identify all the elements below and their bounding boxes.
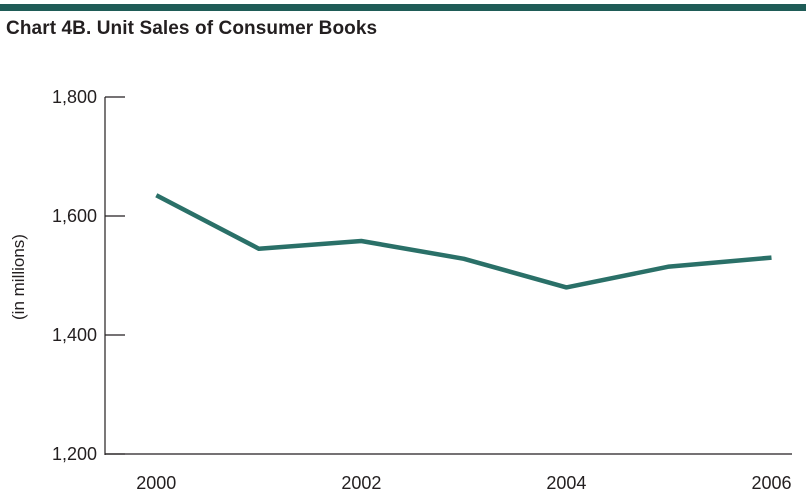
series-group — [155, 193, 772, 290]
x-axis-ticks: 2000 2002 2004 2006 — [136, 473, 791, 493]
y-tick-label: 1,400 — [52, 325, 97, 345]
series-line — [155, 193, 772, 290]
chart-title: Chart 4B. Unit Sales of Consumer Books — [6, 18, 378, 39]
y-axis-ticks: 1,800 1,600 1,400 1,200 — [52, 87, 125, 464]
y-tick-label: 1,200 — [52, 444, 97, 464]
y-tick-label: 1,800 — [52, 87, 97, 107]
y-tick-label: 1,600 — [52, 206, 97, 226]
title-rule — [0, 4, 806, 11]
x-tick-label: 2002 — [341, 473, 381, 493]
y-axis-label: (in millions) — [9, 234, 28, 320]
x-tick-label: 2006 — [751, 473, 791, 493]
x-tick-label: 2004 — [546, 473, 586, 493]
chart-axes — [104, 97, 792, 455]
x-tick-label: 2000 — [136, 473, 176, 493]
